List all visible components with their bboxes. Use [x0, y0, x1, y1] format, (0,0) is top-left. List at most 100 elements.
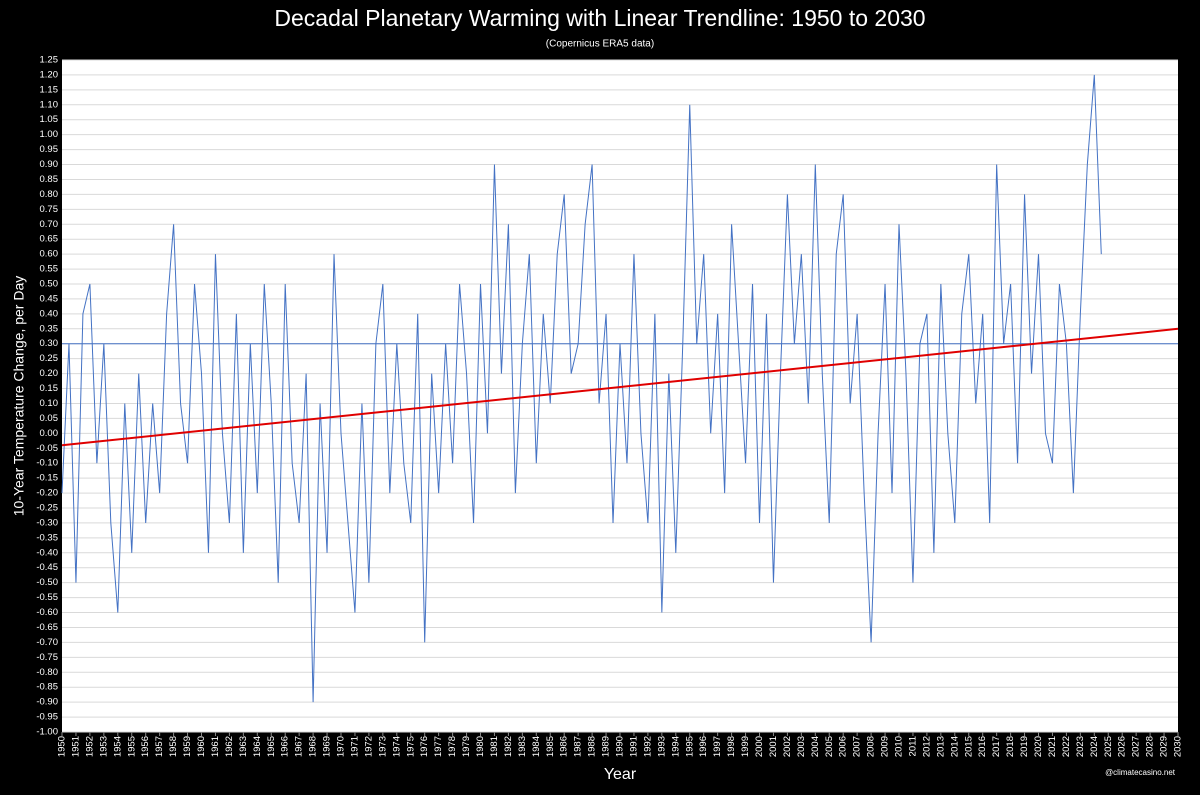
chart-subtitle: (Copernicus ERA5 data) — [546, 39, 654, 50]
x-tick-label: 1989 — [601, 736, 612, 757]
plot-area — [62, 60, 1178, 732]
x-tick-label: 1970 — [336, 736, 347, 757]
y-tick-label: -0.35 — [36, 532, 58, 543]
y-tick-label: -0.05 — [36, 443, 58, 454]
x-tick-label: 2014 — [949, 736, 960, 757]
x-tick-label: 1983 — [517, 736, 528, 757]
x-tick-label: 1986 — [559, 736, 570, 757]
y-tick-label: 0.50 — [40, 279, 59, 290]
x-tick-label: 1974 — [391, 736, 402, 757]
y-tick-label: 0.90 — [40, 159, 59, 170]
x-tick-label: 1992 — [642, 736, 653, 757]
x-tick-label: 1985 — [545, 736, 556, 757]
y-tick-label: 0.70 — [40, 219, 59, 230]
x-tick-label: 1967 — [294, 736, 305, 757]
x-tick-label: 2005 — [824, 736, 835, 757]
x-tick-label: 1997 — [712, 736, 723, 757]
credit: @climatecasino.net — [1105, 768, 1176, 777]
x-tick-label: 1963 — [238, 736, 249, 757]
x-tick-label: 2027 — [1131, 736, 1142, 757]
x-tick-label: 2025 — [1103, 736, 1114, 757]
x-tick-label: 1996 — [698, 736, 709, 757]
x-tick-label: 1995 — [684, 736, 695, 757]
y-tick-label: -0.70 — [36, 637, 58, 648]
x-tick-label: 1979 — [461, 736, 472, 757]
x-tick-label: 1993 — [656, 736, 667, 757]
x-tick-label: 2010 — [894, 736, 905, 757]
x-tick-label: 2024 — [1089, 736, 1100, 757]
x-tick-label: 2016 — [977, 736, 988, 757]
x-tick-label: 2013 — [935, 736, 946, 757]
x-tick-label: 1968 — [308, 736, 319, 757]
y-tick-label: -0.10 — [36, 458, 58, 469]
x-tick-label: 2011 — [907, 736, 918, 756]
y-tick-label: -0.85 — [36, 682, 58, 693]
y-tick-label: 0.80 — [40, 189, 59, 200]
y-tick-label: 1.15 — [40, 84, 59, 95]
y-tick-label: -0.40 — [36, 547, 58, 558]
x-tick-label: 1954 — [112, 736, 123, 757]
y-tick-label: -0.20 — [36, 488, 58, 499]
y-tick-label: -0.30 — [36, 517, 58, 528]
y-tick-label: -0.45 — [36, 562, 58, 573]
y-tick-label: 0.65 — [40, 234, 59, 245]
x-tick-label: 1960 — [196, 736, 207, 757]
x-tick-label: 1984 — [531, 736, 542, 757]
x-tick-label: 1964 — [252, 736, 263, 757]
y-tick-label: 1.00 — [40, 129, 59, 140]
x-tick-label: 1966 — [280, 736, 291, 757]
y-tick-label: 1.05 — [40, 114, 59, 125]
y-tick-label: 0.85 — [40, 174, 59, 185]
y-tick-label: 0.15 — [40, 383, 59, 394]
x-tick-label: 1965 — [266, 736, 277, 757]
x-tick-label: 1978 — [447, 736, 458, 757]
x-tick-label: 1981 — [489, 736, 500, 757]
x-tick-label: 2004 — [810, 736, 821, 757]
y-tick-label: 1.25 — [40, 55, 59, 66]
x-tick-label: 1957 — [154, 736, 165, 757]
x-tick-label: 1971 — [349, 736, 360, 757]
x-tick-label: 1955 — [126, 736, 137, 757]
y-tick-label: 0.55 — [40, 264, 59, 275]
y-tick-label: -0.95 — [36, 712, 58, 723]
y-tick-label: 0.75 — [40, 204, 59, 215]
y-tick-label: 0.60 — [40, 249, 59, 260]
x-tick-label: 2020 — [1033, 736, 1044, 757]
y-tick-label: 0.05 — [40, 413, 59, 424]
x-axis-label: Year — [604, 766, 637, 783]
x-tick-label: 1998 — [726, 736, 737, 757]
x-tick-label: 2006 — [838, 736, 849, 757]
trend-line — [61, 327, 1179, 447]
y-tick-label: 0.45 — [40, 293, 59, 304]
x-tick-label: 1950 — [57, 736, 68, 757]
x-tick-label: 1956 — [140, 736, 151, 757]
y-tick-label: -0.80 — [36, 667, 58, 678]
x-tick-label: 1975 — [405, 736, 416, 757]
chart-title: Decadal Planetary Warming with Linear Tr… — [274, 5, 925, 31]
x-tick-label: 2002 — [782, 736, 793, 757]
y-tick-label: -0.25 — [36, 503, 58, 514]
data-line — [61, 74, 1102, 703]
y-tick-label: -0.65 — [36, 622, 58, 633]
x-tick-label: 1958 — [168, 736, 179, 757]
x-tick-label: 2009 — [880, 736, 891, 757]
y-tick-label: 0.10 — [40, 398, 59, 409]
x-tick-label: 2018 — [1005, 736, 1016, 757]
y-tick-label: -0.90 — [36, 697, 58, 708]
x-tick-label: 1990 — [615, 736, 626, 757]
x-tick-label: 2029 — [1159, 736, 1170, 757]
x-tick-label: 1980 — [475, 736, 486, 757]
y-tick-label: 0.30 — [40, 338, 59, 349]
x-tick-label: 2017 — [991, 736, 1002, 757]
x-tick-label: 2007 — [852, 736, 863, 757]
y-tick-label: 0.25 — [40, 353, 59, 364]
x-tick-label: 2015 — [963, 736, 974, 757]
x-tick-label: 1961 — [210, 736, 221, 757]
y-tick-label: -0.55 — [36, 592, 58, 603]
x-tick-label: 1973 — [377, 736, 388, 757]
x-tick-label: 1987 — [573, 736, 584, 757]
y-tick-label: 1.10 — [40, 99, 59, 110]
x-tick-label: 2001 — [768, 736, 779, 757]
